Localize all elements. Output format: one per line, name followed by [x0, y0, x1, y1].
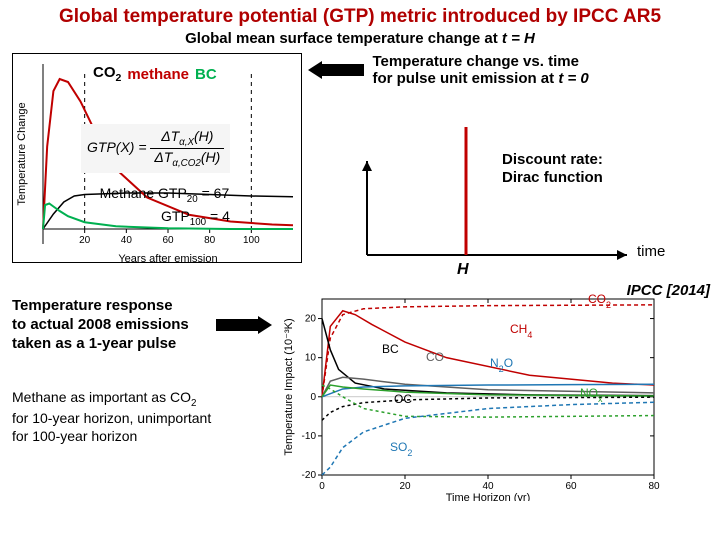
num-arg: (H)	[194, 128, 213, 144]
gtp-l1-pre: Methane GTP	[100, 185, 187, 201]
gtp-sub20: 20	[187, 194, 198, 205]
response-text: Temperature response to actual 2008 emis…	[12, 297, 210, 353]
den-pre: ΔT	[154, 149, 172, 165]
desc-l1: Temperature change vs. time	[372, 53, 578, 70]
bottom-row: Temperature response to actual 2008 emis…	[0, 263, 720, 501]
svg-text:20: 20	[79, 235, 91, 246]
imp-l3: for 100-year horizon	[12, 428, 137, 444]
svg-text:60: 60	[162, 235, 174, 246]
svg-text:100: 100	[243, 235, 260, 246]
svg-text:CH4: CH4	[510, 322, 532, 340]
svg-text:40: 40	[482, 481, 494, 492]
subtitle-var: t = H	[502, 30, 535, 47]
gtp-sub100: 100	[190, 216, 206, 227]
imp-sub: 2	[191, 398, 196, 409]
svg-text:0: 0	[310, 392, 316, 403]
right-top-panel: Temperature change vs. time for pulse un…	[302, 53, 708, 263]
dirac-svg	[347, 115, 657, 275]
formula-frac: ΔTα,X(H) ΔTα,CO2(H)	[150, 128, 224, 169]
resp-l2: to actual 2008 emissions	[12, 316, 210, 335]
chart2-svg: 0 20 40 60 80 -20 -10 0 10 20 Time Horizon (yr) Tem…	[280, 291, 670, 501]
chart-temperature-impact: 0 20 40 60 80 -20 -10 0 10 20 Time Horizon (yr) Tem…	[280, 291, 670, 501]
resp-l1: Temperature response	[12, 297, 210, 316]
discount-l1: Discount rate:	[502, 151, 603, 169]
svg-text:0: 0	[319, 481, 325, 492]
dirac-diagram: Discount rate: Dirac function time H	[347, 115, 657, 275]
gtp-val100: = 4	[206, 208, 230, 224]
response-row: Temperature response to actual 2008 emis…	[12, 297, 272, 353]
imp-l2: for 10-year horizon, unimportant	[12, 410, 211, 426]
den-sub: α,CO2	[172, 158, 200, 169]
importance-text: Methane as important as CO2 for 10-year …	[12, 371, 272, 445]
svg-text:40: 40	[121, 235, 133, 246]
svg-text:60: 60	[565, 481, 577, 492]
desc-var: t = 0	[558, 70, 588, 87]
time-axis-label: time	[637, 243, 665, 260]
gtp-formula: GTP(X) = ΔTα,X(H) ΔTα,CO2(H)	[81, 124, 230, 173]
svg-text:Temperature Change: Temperature Change	[16, 102, 28, 205]
svg-text:20: 20	[305, 314, 317, 325]
pulse-description: Temperature change vs. time for pulse un…	[368, 53, 638, 87]
discount-label: Discount rate: Dirac function	[502, 151, 603, 187]
gtp-l2-pre: GTP	[161, 208, 190, 224]
desc-l2: for pulse unit emission at	[372, 70, 558, 87]
bottom-left-text: Temperature response to actual 2008 emis…	[12, 291, 272, 445]
co2-text: CO	[93, 64, 116, 81]
page-subtitle: Global mean surface temperature change a…	[0, 28, 720, 47]
subtitle-prefix: Global mean surface temperature change a…	[185, 30, 502, 47]
resp-l3: taken as a 1-year pulse	[12, 335, 210, 354]
arrow-right-icon	[216, 319, 272, 331]
svg-text:SO2: SO2	[390, 440, 412, 458]
svg-text:CO: CO	[426, 350, 444, 364]
arrow-left-icon	[308, 64, 364, 76]
num-sub: α,X	[179, 137, 194, 148]
co2-sub: 2	[116, 72, 122, 84]
legend-methane: methane	[127, 66, 189, 83]
chart-pulse-response: 20 40 60 80 100 Years after emission Temperatu…	[12, 53, 302, 263]
den-arg: (H)	[201, 149, 220, 165]
page-title: Global temperature potential (GTP) metri…	[0, 0, 720, 28]
svg-text:10: 10	[305, 353, 317, 364]
legend-bc: BC	[195, 66, 217, 83]
svg-text:80: 80	[204, 235, 216, 246]
svg-text:OC: OC	[394, 392, 412, 406]
num-pre: ΔT	[161, 128, 179, 144]
svg-text:NOx: NOx	[580, 386, 603, 404]
discount-l2: Dirac function	[502, 169, 603, 187]
svg-text:-10: -10	[302, 431, 317, 442]
legend-co2: CO2	[93, 64, 121, 84]
chart1-legend: CO2 methane BC	[93, 64, 217, 84]
svg-text:Time Horizon (yr): Time Horizon (yr)	[446, 492, 531, 501]
svg-text:CO2: CO2	[588, 292, 611, 310]
svg-text:Temperature Impact (10⁻³K): Temperature Impact (10⁻³K)	[283, 318, 295, 455]
svg-text:BC: BC	[382, 342, 399, 356]
svg-text:Years after emission: Years after emission	[118, 253, 217, 264]
h-label: H	[457, 261, 469, 279]
imp-l1: Methane as important as CO	[12, 389, 191, 405]
top-row: 20 40 60 80 100 Years after emission Temperatu…	[0, 47, 720, 263]
formula-lhs: GTP(X) =	[87, 139, 147, 155]
svg-text:20: 20	[399, 481, 411, 492]
svg-text:80: 80	[648, 481, 660, 492]
gtp-val20: = 67	[198, 185, 230, 201]
gtp-values: Methane GTP20 = 67 GTP100 = 4	[99, 184, 230, 229]
svg-text:-20: -20	[302, 470, 317, 481]
